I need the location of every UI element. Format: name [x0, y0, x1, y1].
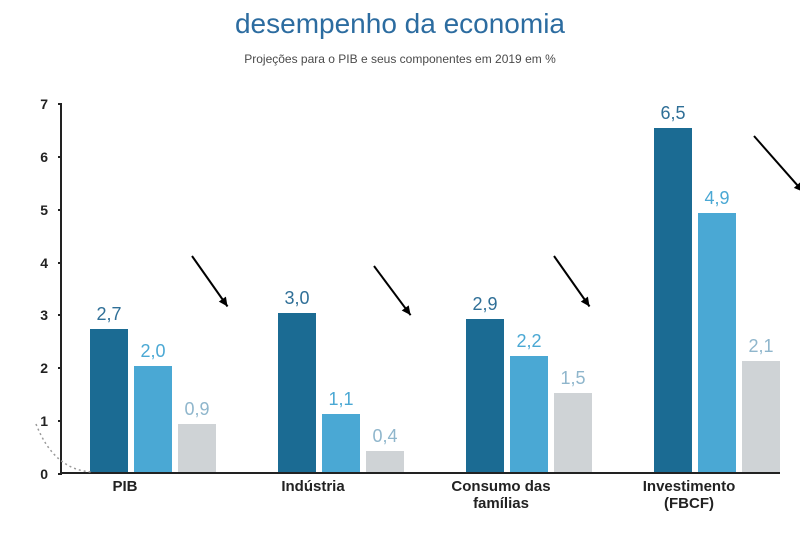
bar: 2,9 — [466, 319, 504, 472]
bar-value-label: 2,7 — [96, 304, 121, 325]
y-tick-label: 5 — [40, 202, 48, 218]
y-tick — [58, 367, 62, 369]
bar: 6,5 — [654, 128, 692, 472]
category-label: Indústria — [240, 478, 386, 495]
bar-group-investimento: 6,54,92,1 — [654, 104, 780, 472]
y-tick — [58, 420, 62, 422]
bar-value-label: 0,9 — [184, 399, 209, 420]
chart-container: 2,72,00,93,01,10,42,92,21,56,54,92,1 012… — [34, 104, 780, 514]
y-tick — [58, 473, 62, 475]
y-tick-label: 1 — [40, 413, 48, 429]
bar: 2,7 — [90, 329, 128, 472]
chart-subtitle: Projeções para o PIB e seus componentes … — [0, 52, 800, 66]
bar-group-pib: 2,72,00,9 — [90, 104, 216, 472]
bar: 2,0 — [134, 366, 172, 472]
bar: 1,1 — [322, 414, 360, 472]
bar-value-label: 3,0 — [284, 288, 309, 309]
y-tick — [58, 209, 62, 211]
bar: 0,4 — [366, 451, 404, 472]
y-tick — [58, 103, 62, 105]
y-tick-label: 3 — [40, 307, 48, 323]
y-tick-label: 7 — [40, 96, 48, 112]
bar-value-label: 2,0 — [140, 341, 165, 362]
bar: 2,1 — [742, 361, 780, 472]
bar-value-label: 2,9 — [472, 294, 497, 315]
y-tick-label: 2 — [40, 360, 48, 376]
bar-value-label: 1,1 — [328, 389, 353, 410]
chart-title: desempenho da economia — [0, 8, 800, 40]
bar: 3,0 — [278, 313, 316, 472]
y-tick — [58, 156, 62, 158]
bar-value-label: 0,4 — [372, 426, 397, 447]
bar-value-label: 1,5 — [560, 368, 585, 389]
bar: 2,2 — [510, 356, 548, 472]
plot-area: 2,72,00,93,01,10,42,92,21,56,54,92,1 — [60, 104, 780, 474]
y-tick-label: 0 — [40, 466, 48, 482]
category-label: PIB — [52, 478, 198, 495]
category-label: Consumo dasfamílias — [428, 478, 574, 513]
y-tick-label: 6 — [40, 149, 48, 165]
bar-group-consumo: 2,92,21,5 — [466, 104, 592, 472]
bar-group-industria: 3,01,10,4 — [278, 104, 404, 472]
bar-value-label: 6,5 — [660, 103, 685, 124]
y-tick-label: 4 — [40, 255, 48, 271]
bar: 0,9 — [178, 424, 216, 472]
y-tick — [58, 314, 62, 316]
y-tick — [58, 262, 62, 264]
category-label: Investimento(FBCF) — [616, 478, 762, 513]
bar: 1,5 — [554, 393, 592, 472]
bar-value-label: 4,9 — [704, 188, 729, 209]
bar: 4,9 — [698, 213, 736, 472]
bar-value-label: 2,1 — [748, 336, 773, 357]
bar-value-label: 2,2 — [516, 331, 541, 352]
